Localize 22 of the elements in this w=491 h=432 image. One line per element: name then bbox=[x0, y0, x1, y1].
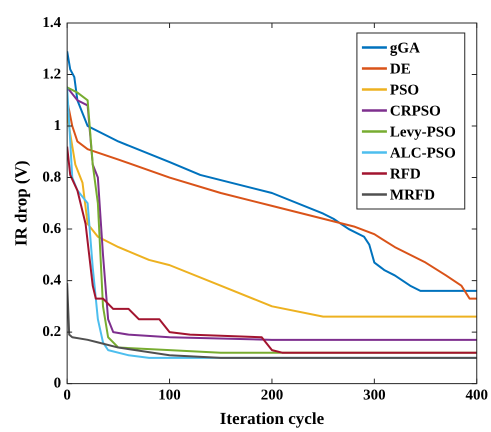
legend-label: gGA bbox=[390, 40, 420, 56]
legend-label: Levy-PSO bbox=[390, 124, 456, 140]
y-tick-label: 1.4 bbox=[42, 14, 62, 31]
x-tick-label: 100 bbox=[158, 387, 181, 404]
x-axis-title: Iteration cycle bbox=[220, 409, 325, 428]
legend-label: MRFD bbox=[390, 187, 436, 204]
x-tick-label: 300 bbox=[363, 387, 386, 404]
y-tick-label: 0.4 bbox=[42, 272, 62, 288]
y-tick-label: 0.8 bbox=[42, 169, 62, 186]
legend-label: DE bbox=[390, 61, 411, 78]
x-tick-label: 200 bbox=[260, 387, 284, 404]
x-tick-label: 400 bbox=[466, 387, 488, 404]
legend-label: PSO bbox=[390, 82, 420, 98]
y-axis-title: IR drop (V) bbox=[12, 160, 31, 246]
legend-label: RFD bbox=[390, 166, 421, 182]
y-tick-label: 1 bbox=[54, 118, 62, 134]
legend-label: CRPSO bbox=[390, 103, 441, 120]
y-tick-label: 0.6 bbox=[42, 220, 62, 237]
legend-label: ALC-PSO bbox=[390, 145, 456, 162]
y-tick-label: 0 bbox=[54, 375, 62, 392]
y-tick-label: 0.2 bbox=[42, 324, 62, 340]
y-tick-label: 1.2 bbox=[42, 66, 62, 82]
